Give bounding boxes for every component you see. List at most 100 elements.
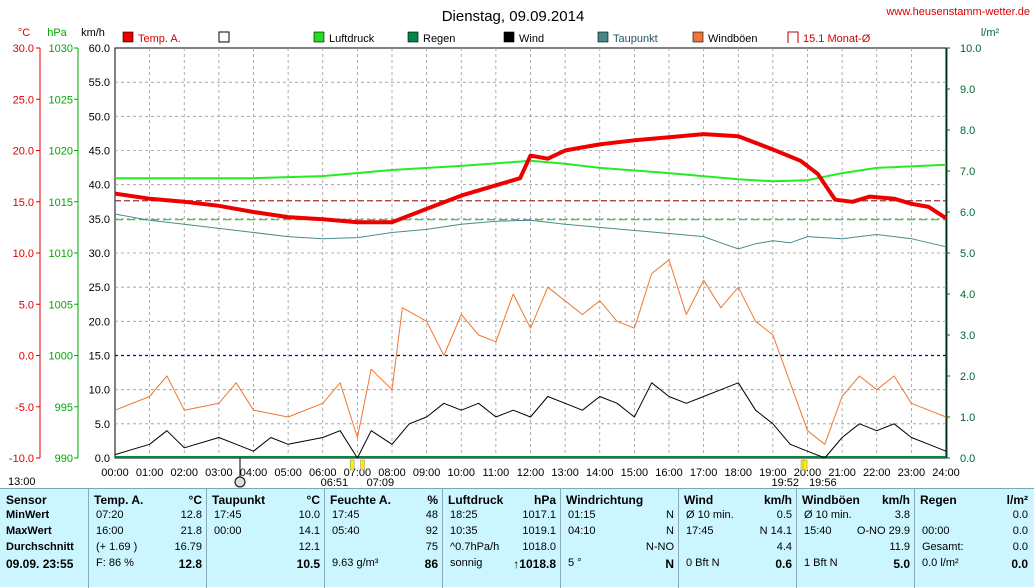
stats-windrichtung-header-row: Windrichtung bbox=[560, 493, 678, 509]
stats-windrichtung-row-label: 04:10 bbox=[568, 525, 596, 537]
stats-temp-row-label: (+ 1.69 ) bbox=[96, 541, 138, 553]
x-tick-label: 17:00 bbox=[690, 467, 718, 479]
rain-unit-label: l/m² bbox=[981, 27, 1000, 39]
pressure-tick-label: 1025 bbox=[49, 94, 73, 106]
stats-taupunkt-row-label: 17:45 bbox=[214, 509, 242, 521]
stats-taupunkt-row: 12.1 bbox=[206, 541, 324, 557]
stats-taupunkt-row-value: 12.1 bbox=[298, 541, 320, 553]
wind-unit-label: km/h bbox=[81, 27, 105, 39]
x-tick-label: 19:00 bbox=[759, 467, 787, 479]
stats-luftdruck-row-label: 10:35 bbox=[450, 525, 478, 537]
stats-luftdruck-row-label: ^0.7hPa/h bbox=[450, 541, 500, 553]
stats-regen-row: 0.0 bbox=[914, 509, 1032, 525]
stats-taupunkt-current: 10.5 bbox=[206, 557, 324, 573]
pressure-tick-label: 1015 bbox=[49, 197, 73, 209]
rain-tick-label: 4.0 bbox=[960, 289, 975, 301]
stats-wind-current-value: 0.6 bbox=[775, 557, 792, 571]
stats-regen-current-value: 0.0 bbox=[1011, 557, 1028, 571]
stats-temp-row-value: 21.8 bbox=[180, 525, 202, 537]
x-tick-label: 15:00 bbox=[621, 467, 649, 479]
stats-temp-current-value: 12.8 bbox=[178, 557, 202, 571]
stats-sensor-column: Sensor MinWert MaxWert Durchschnitt 09.0… bbox=[0, 493, 88, 585]
legend-swatch bbox=[218, 31, 230, 43]
stats-feuchte-current-label: 9.63 g/m³ bbox=[332, 557, 379, 569]
stats-windrichtung-column: Windrichtung 01:15 N 04:10 N N-NO 5 ° N bbox=[560, 493, 678, 585]
stats-temp-header: Temp. A. bbox=[94, 493, 144, 507]
stats-windrichtung-row-value: N bbox=[666, 525, 674, 537]
stats-luftdruck-header-row: Luftdruck hPa bbox=[442, 493, 560, 509]
wind-tick-label: 0.0 bbox=[95, 453, 110, 465]
stats-temp-current: F: 86 % 12.8 bbox=[88, 557, 206, 573]
temp-tick-label: -5.0 bbox=[15, 402, 34, 414]
stats-temp-row-value: 12.8 bbox=[180, 509, 202, 521]
stats-windboeen-header-row: Windböen km/h bbox=[796, 493, 914, 509]
stats-feuchte-row-value: 48 bbox=[425, 509, 438, 521]
stats-feuchte-row-value: 75 bbox=[425, 541, 438, 553]
stats-regen-row-value: 0.0 bbox=[1012, 509, 1028, 521]
stats-feuchte-column: Feuchte A.% 17:45 48 05:40 92 75 9.63 g/m³ 86 bbox=[324, 493, 442, 585]
stats-taupunkt-row-label: 00:00 bbox=[214, 525, 242, 537]
stats-temp-row-label: 07:20 bbox=[96, 509, 124, 521]
stats-temp-row: 07:20 12.8 bbox=[88, 509, 206, 525]
stats-windboeen-column: Windböen km/h Ø 10 min. 3.8 15:40 O-NO 29.9 11… bbox=[796, 493, 914, 585]
temp-tick-label: 20.0 bbox=[13, 146, 34, 158]
stats-luftdruck-row: 18:25 1017.1 bbox=[442, 509, 560, 525]
legend-label: Luftdruck bbox=[329, 33, 375, 45]
stats-wind-row: 17:45 N 14.1 bbox=[678, 525, 796, 541]
stats-windboeen-row-value: 3.8 bbox=[894, 509, 910, 521]
stats-windrichtung-row: 01:15 N bbox=[560, 509, 678, 525]
stats-regen-header-row: Regen l/m² bbox=[914, 493, 1032, 509]
stats-luftdruck-column: Luftdruck hPa 18:25 1017.1 10:35 1019.1 ^0.7hP… bbox=[442, 493, 560, 585]
stats-taupunkt-header: Taupunkt bbox=[212, 493, 266, 507]
wind-tick-label: 20.0 bbox=[89, 316, 110, 328]
temp-tick-label: 25.0 bbox=[13, 94, 34, 106]
moon-icon bbox=[234, 476, 246, 488]
x-tick-label: 20:00 bbox=[794, 467, 822, 479]
pressure-unit-label: hPa bbox=[47, 27, 67, 39]
rain-tick-label: 7.0 bbox=[960, 166, 975, 178]
stats-windboeen-header: Windböen bbox=[802, 493, 860, 507]
sun-marker bbox=[360, 459, 365, 471]
stats-max-label: MaxWert bbox=[6, 525, 52, 537]
stats-taupunkt-row-value: 10.0 bbox=[298, 509, 320, 521]
stats-regen-row: 00:00 0.0 bbox=[914, 525, 1032, 541]
stats-windrichtung-row-value: N-NO bbox=[645, 541, 674, 553]
stats-wind-row-value: N 14.1 bbox=[759, 525, 792, 537]
stats-regen-current-label: 0.0 l/m² bbox=[922, 557, 959, 569]
stats-separator bbox=[678, 489, 679, 588]
stats-temp-row: 16:00 21.8 bbox=[88, 525, 206, 541]
x-tick-label: 11:00 bbox=[483, 467, 510, 479]
stats-feuchte-row-label: 05:40 bbox=[332, 525, 360, 537]
stats-windrichtung-row: N-NO bbox=[560, 541, 678, 557]
stats-luftdruck-current-label: sonnig bbox=[450, 557, 483, 569]
wind-tick-label: 55.0 bbox=[89, 77, 110, 89]
stats-luftdruck-current: sonnig ↑1018.8 bbox=[442, 557, 560, 573]
x-tick-label: 23:00 bbox=[898, 467, 926, 479]
legend-label: Regen bbox=[423, 33, 455, 45]
wind-tick-label: 50.0 bbox=[89, 111, 110, 123]
series-temp-a- bbox=[114, 132, 948, 225]
pressure-tick-label: 1010 bbox=[49, 248, 73, 260]
stats-taupunkt-column: Taupunkt °C 17:45 10.0 00:00 14.1 12.1 10.5 bbox=[206, 493, 324, 585]
stats-luftdruck-row-value: 1017.1 bbox=[522, 509, 556, 521]
x-tick-label: 05:00 bbox=[274, 467, 302, 479]
wind-tick-label: 10.0 bbox=[89, 385, 110, 397]
wind-tick-label: 60.0 bbox=[89, 43, 110, 55]
series-wind bbox=[114, 382, 947, 459]
x-tick-label: 04:00 bbox=[240, 467, 268, 479]
stats-feuchte-row-value: 92 bbox=[425, 525, 438, 537]
x-start-label: 13:00 bbox=[8, 476, 36, 488]
series-windb-en bbox=[114, 259, 947, 445]
sun-marker-label: 19:52 bbox=[771, 477, 799, 488]
wind-tick-label: 40.0 bbox=[89, 180, 110, 192]
legend-swatch bbox=[503, 31, 515, 43]
weather-chart: Dienstag, 09.09.2014 www.heusenstamm-wett… bbox=[8, 6, 1030, 488]
statistics-panel: Sensor MinWert MaxWert Durchschnitt 09.0… bbox=[0, 488, 1034, 588]
rain-tick-label: 9.0 bbox=[960, 84, 975, 96]
x-tick-label: 24:00 bbox=[932, 467, 960, 479]
x-tick-label: 03:00 bbox=[205, 467, 233, 479]
legend-swatch bbox=[787, 31, 799, 43]
x-tick-label: 18:00 bbox=[724, 467, 752, 479]
sun-marker-label: 06:51 bbox=[321, 477, 349, 488]
legend-label: Wind bbox=[519, 33, 544, 45]
